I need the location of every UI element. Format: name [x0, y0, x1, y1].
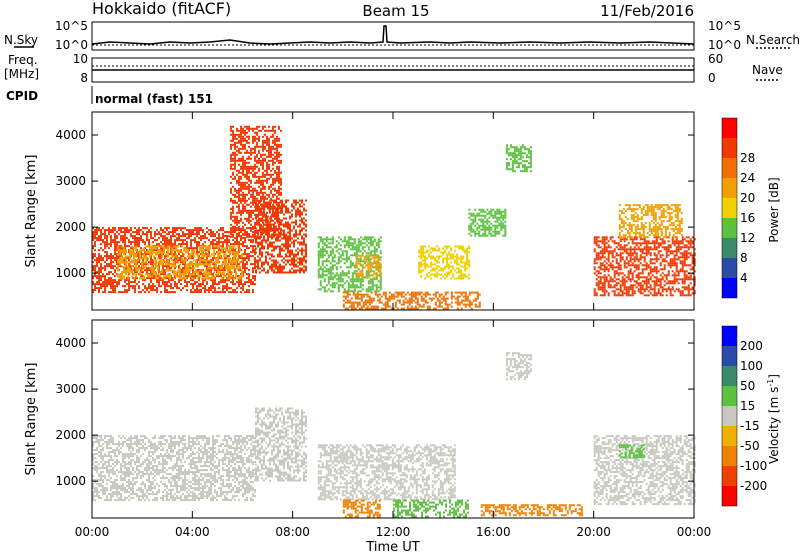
- data-region: [317, 236, 382, 293]
- nave-tick-0: 0: [708, 71, 716, 85]
- data-region: [505, 144, 532, 173]
- x-tick-label: 00:00: [677, 525, 712, 539]
- power-panel: 1000 2000 3000 4000 Slant Range [km] 4 8 12 16…: [24, 111, 781, 311]
- data-region: [230, 125, 282, 238]
- colorbar-segment: [722, 218, 737, 238]
- colorbar-segment: [722, 158, 737, 178]
- colorbar-segment: [722, 138, 737, 158]
- y-tick-label: 2000: [55, 428, 86, 442]
- colorbar-segment: [722, 446, 737, 466]
- colorbar-segment: [722, 178, 737, 198]
- noise-sky-line: [91, 25, 695, 45]
- y-tick-label: 4000: [55, 336, 86, 350]
- colorbar-tick-label: 24: [740, 171, 755, 185]
- y-tick-label: 3000: [55, 382, 86, 396]
- colorbar-tick-label: 50: [740, 379, 755, 393]
- data-region: [418, 245, 471, 280]
- cpid-text: normal (fast) 151: [95, 92, 213, 106]
- noise-bottom-left: 10^0: [55, 38, 88, 52]
- data-region: [618, 204, 683, 239]
- colorbar-tick-label: 200: [740, 339, 763, 353]
- nave-tick-60: 60: [708, 52, 723, 66]
- date-title: 11/Feb/2016: [600, 2, 694, 20]
- nave-label: Nave: [752, 63, 783, 77]
- colorbar-tick-label: 20: [740, 191, 755, 205]
- data-region: [255, 407, 307, 482]
- colorbar-segment: [722, 118, 737, 138]
- colorbar-tick-label: -100: [740, 459, 767, 473]
- y-tick-label: 1000: [55, 266, 86, 280]
- noise-panel: N.Sky N.Search 10^5 10^0 10^5 10^0: [4, 19, 800, 52]
- freq-label-2: [MHz]: [4, 67, 39, 81]
- time-axis-label: Time UT: [365, 540, 419, 554]
- colorbar-tick-label: 16: [740, 211, 755, 225]
- data-region: [393, 499, 469, 518]
- colorbar-segment: [722, 238, 737, 258]
- data-region: [317, 444, 456, 501]
- colorbar-segment: [722, 426, 737, 446]
- noise-bottom-right: 10^0: [708, 38, 741, 52]
- velocity-colorbar-label: Velocity [m s-1]: [766, 374, 781, 464]
- colorbar-tick-label: 4: [740, 271, 748, 285]
- data-region: [117, 245, 244, 280]
- data-region: [355, 254, 382, 279]
- x-tick-label: 04:00: [175, 525, 210, 539]
- colorbar-tick-label: 15: [740, 399, 755, 413]
- colorbar-segment: [722, 198, 737, 218]
- colorbar-segment: [722, 326, 737, 346]
- colorbar-tick-label: 12: [740, 231, 755, 245]
- y-tick-label: 2000: [55, 220, 86, 234]
- colorbar-tick-label: 28: [740, 151, 755, 165]
- x-tick-label: 16:00: [476, 525, 511, 539]
- power-ylabel: Slant Range [km]: [24, 155, 39, 268]
- x-tick-label: 00:00: [75, 525, 110, 539]
- beam-title: Beam 15: [362, 2, 429, 20]
- data-region: [92, 435, 256, 502]
- power-colorbar-label: Power [dB]: [767, 177, 781, 242]
- cpid-panel: CPID normal (fast) 151: [6, 86, 213, 106]
- x-tick-label: 08:00: [275, 525, 310, 539]
- colorbar-tick-label: 100: [740, 359, 763, 373]
- colorbar-segment: [722, 366, 737, 386]
- colorbar-segment: [722, 406, 737, 426]
- colorbar-segment: [722, 258, 737, 278]
- data-region: [618, 444, 645, 459]
- station-title: Hokkaido (fitACF): [92, 0, 231, 18]
- data-region: [342, 291, 481, 310]
- y-tick-label: 4000: [55, 128, 86, 142]
- freq-tick-8: 8: [80, 71, 88, 85]
- noise-top-left: 10^5: [55, 19, 88, 33]
- data-region: [342, 499, 381, 518]
- colorbar-segment: [722, 466, 737, 486]
- colorbar-segment: [722, 346, 737, 366]
- nsearch-label: N.Search: [746, 33, 800, 47]
- freq-panel: Freq. [MHz] 10 8 60 0 Nave: [4, 52, 783, 85]
- data-region: [480, 504, 583, 517]
- data-region: [468, 208, 507, 237]
- time-axis: 00:00 04:00 08:00 12:00 16:00 20:00 00:00: [75, 112, 712, 539]
- x-tick-label: 12:00: [376, 525, 411, 539]
- colorbar-segment: [722, 278, 737, 298]
- x-tick-label: 20:00: [576, 525, 611, 539]
- colorbar-tick-label: -50: [740, 439, 760, 453]
- freq-tick-10: 10: [73, 52, 88, 66]
- colorbar-segment: [722, 486, 737, 506]
- y-tick-label: 1000: [55, 474, 86, 488]
- y-tick-label: 3000: [55, 174, 86, 188]
- colorbar-tick-label: -15: [740, 419, 760, 433]
- freq-label-1: Freq.: [8, 53, 38, 67]
- nsky-label: N.Sky: [4, 33, 38, 47]
- velocity-ylabel: Slant Range [km]: [24, 363, 39, 476]
- colorbar-segment: [722, 386, 737, 406]
- velocity-panel: 1000 2000 3000 4000 Slant Range [km] -200 -1…: [24, 319, 781, 519]
- cpid-label: CPID: [6, 89, 38, 103]
- data-region: [505, 352, 532, 381]
- noise-top-right: 10^5: [708, 19, 741, 33]
- colorbar-tick-label: 8: [740, 251, 748, 265]
- colorbar-tick-label: -200: [740, 479, 767, 493]
